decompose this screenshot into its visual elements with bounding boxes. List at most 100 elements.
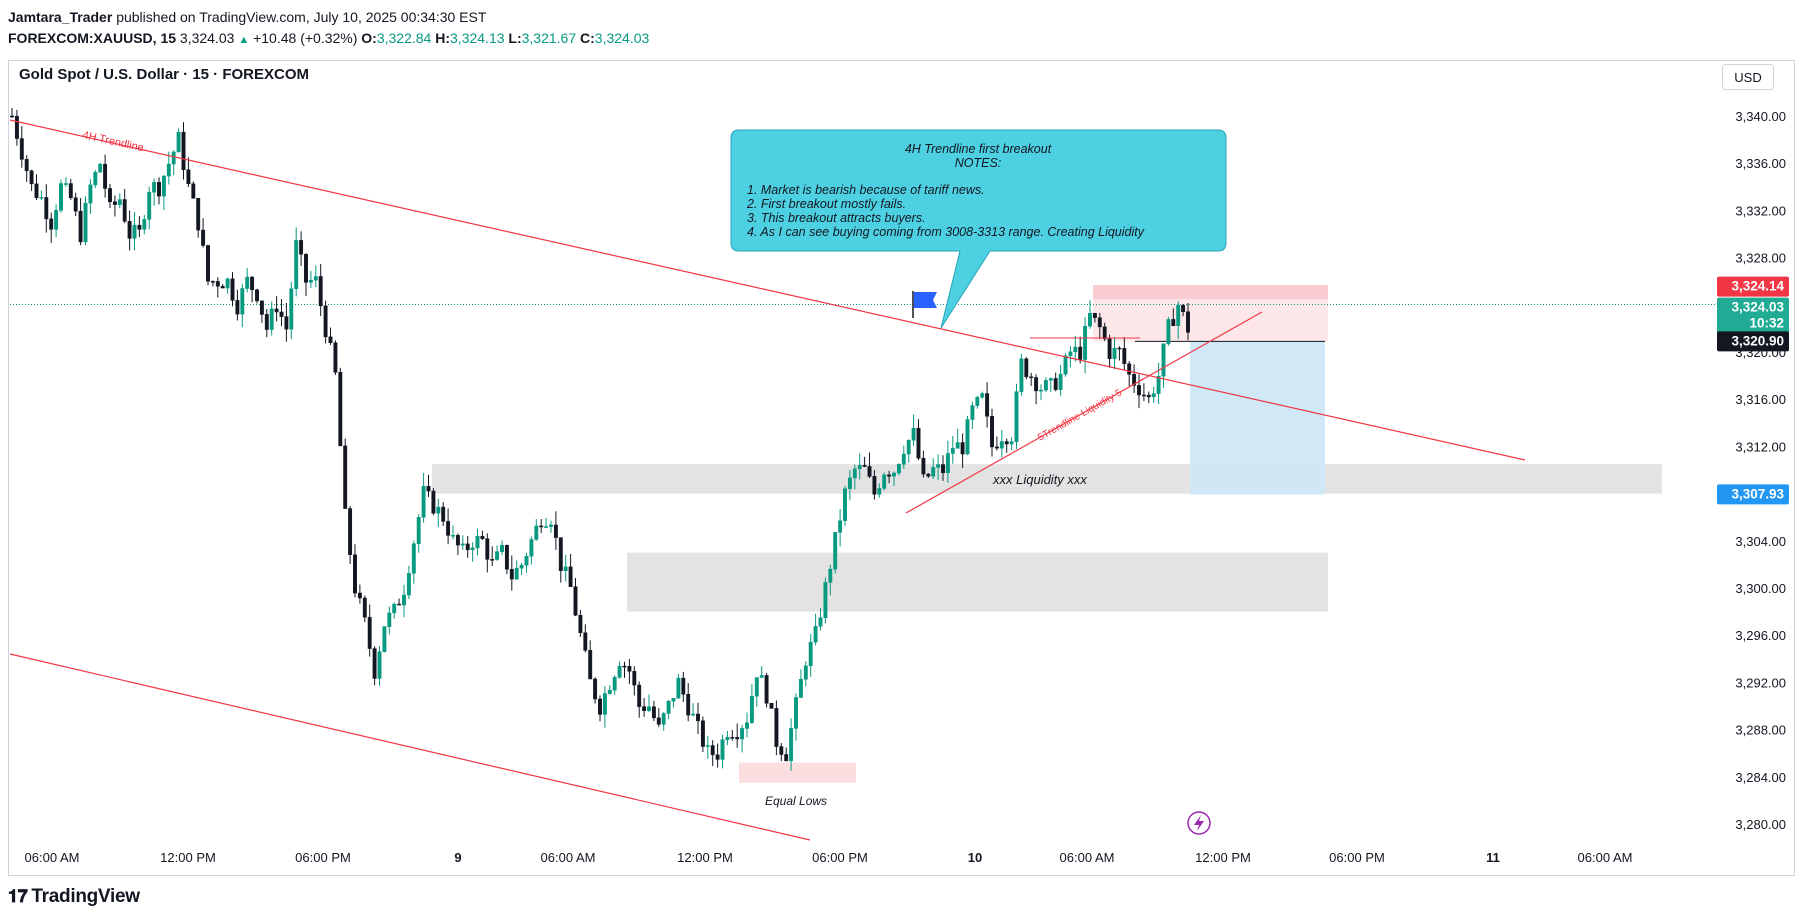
x-tick-label: 06:00 AM [1578,850,1633,865]
candle [529,539,534,557]
candle [583,632,588,651]
tradingview-logo[interactable]: 𝟏𝟕 TradingView [8,886,140,908]
candle [931,467,936,477]
candle [549,524,553,527]
stop-price-tag-bg [1717,276,1789,297]
candle [1048,378,1053,381]
target-price-tag-bg [1717,484,1789,505]
candle [509,568,514,580]
current-price-tag: 10:32 [1749,316,1784,331]
candle [593,678,598,700]
candle [1102,326,1107,340]
candle [343,445,348,509]
brand-name: TradingView [31,886,140,907]
candle [852,468,857,479]
candle [803,665,808,680]
candle [240,288,245,315]
candle [730,737,735,739]
candle [255,289,259,302]
x-tick-label: 06:00 PM [1329,850,1385,865]
currency-button[interactable]: USD [1722,64,1774,90]
candle [617,665,622,678]
candle [318,276,323,307]
candle [955,442,960,449]
high-value: 3,324.13 [450,30,505,46]
candle [245,276,250,289]
candle [544,526,549,528]
y-tick-label: 3,292.00 [1735,675,1786,690]
candle [308,279,313,283]
candle [612,677,617,691]
candle [161,175,166,197]
candle [264,314,269,330]
candle [171,151,176,165]
candle [710,745,715,756]
candle [916,427,921,459]
candle [1151,393,1156,398]
candle [960,442,965,455]
trendline-liquidity [905,311,1263,514]
current-price-tag-bg [1717,297,1789,336]
candle [29,170,34,185]
candle [833,532,838,570]
candle [323,305,328,338]
stop-price-tag: 3,324.14 [1731,279,1784,294]
candle [676,677,681,699]
low-label: L: [508,30,522,46]
lightning-bolt [1194,815,1204,831]
open-label: O: [361,30,377,46]
low-value: 3,321.67 [521,30,577,46]
candle [230,278,235,301]
candle [828,568,833,583]
candle [749,695,754,723]
candle [338,372,343,447]
candle [980,393,985,398]
callout-title: 4H Trendline first breakout [905,142,1052,156]
candle [1029,376,1034,379]
candle [460,543,465,546]
candle [656,717,661,725]
candle [901,453,906,465]
candle [210,281,215,283]
last-price: 3,324.03 [179,30,235,46]
candle [289,288,294,330]
position-stop-band [1093,285,1328,300]
candle [1092,313,1097,318]
candle [887,474,892,477]
y-tick-label: 3,328.00 [1735,251,1786,266]
candle [1043,380,1048,391]
x-tick-label: 06:00 AM [1060,850,1115,865]
candle [421,486,426,518]
candle [622,665,627,668]
candle [637,684,642,707]
y-tick-label: 3,284.00 [1735,770,1786,785]
author-name[interactable]: Jamtara_Trader [8,9,113,25]
candle [480,535,485,539]
candle [59,183,63,211]
x-tick-label: 12:00 PM [160,850,216,865]
zone-rect [627,552,1328,612]
y-tick-label: 3,300.00 [1735,581,1786,596]
candle [1127,363,1132,375]
candle [578,614,583,633]
chart-frame[interactable] [8,60,1795,876]
y-tick-label: 3,288.00 [1735,723,1786,738]
candle [642,706,647,711]
candle [1083,325,1088,360]
candle [975,396,980,406]
candle [700,720,705,747]
candle [671,698,676,702]
candle [201,229,206,246]
candle [798,679,803,698]
candle [950,448,955,454]
price-change: +10.48 (+0.32%) [253,30,358,46]
candle [495,551,500,560]
candle [921,457,926,475]
candle [49,218,54,230]
candle [68,183,73,198]
candle [406,573,411,596]
publish-line: Jamtara_Trader published on TradingView.… [8,8,486,26]
candle [784,754,789,762]
candle [259,300,264,315]
